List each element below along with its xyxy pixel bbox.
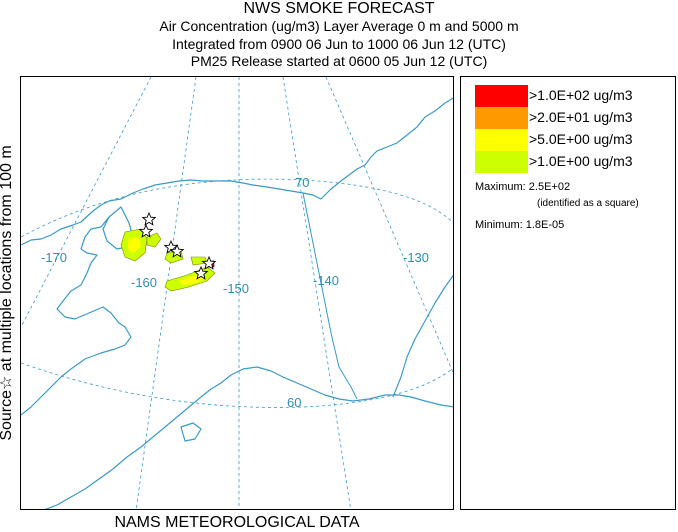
canada-border (302, 192, 358, 400)
lon-label-140: -140 (313, 273, 339, 288)
concentration-subtitle: Air Concentration (ug/m3) Layer Average … (159, 18, 519, 34)
kodiak-island (180, 422, 202, 442)
maximum-label: Maximum: 2.5E+02 (475, 181, 571, 193)
map-panel: -170 -160 -150 -140 -130 70 60 (20, 76, 454, 510)
legend-label: >1.0E+00 ug/m3 (529, 153, 633, 169)
western-coast (21, 216, 132, 416)
legend-item: >5.0E+00 ug/m3 (475, 129, 675, 151)
integration-period: Integrated from 0900 06 Jun to 1000 06 J… (172, 36, 506, 52)
legend-label: >1.0E+02 ug/m3 (529, 87, 633, 103)
release-start: PM25 Release started at 0600 05 Jun 12 (… (190, 53, 488, 69)
lon-label-130: -130 (403, 250, 429, 265)
met-data-label: NAMS METEOROLOGICAL DATA (114, 514, 360, 531)
maximum-note: (identified as a square) (537, 198, 639, 209)
legend-swatch (475, 129, 528, 151)
canada-coast (392, 274, 453, 398)
legend-label: >5.0E+00 ug/m3 (529, 131, 633, 147)
minimum-label: Minimum: 1.8E-05 (475, 219, 565, 231)
lon-label-150: -150 (223, 281, 249, 296)
source-side-label: Source☆ at multiple locations from 100 m (0, 145, 15, 441)
alaska-coast (21, 97, 453, 246)
star-icon (169, 243, 185, 258)
forecast-title: NWS SMOKE FORECAST (243, 0, 435, 17)
lon-label-160: -160 (131, 275, 157, 290)
source-stars (138, 211, 217, 280)
star-icon (193, 265, 209, 280)
plume-b (146, 232, 162, 248)
lon-170-line (21, 77, 152, 328)
lon-140-line (282, 77, 352, 509)
lon-130-line (325, 77, 453, 374)
southern-coast (44, 366, 453, 509)
star-icon (141, 211, 157, 226)
lat-label-60: 60 (287, 395, 301, 410)
lon-label-170: -170 (41, 250, 67, 265)
legend-swatch (475, 107, 528, 129)
lat-label-70: 70 (295, 175, 309, 190)
smoke-plumes (120, 228, 216, 292)
legend-label: >2.0E+01 ug/m3 (529, 109, 633, 125)
latitude-gridlines (21, 178, 453, 408)
legend-swatch (475, 151, 528, 173)
lat-70-line (21, 178, 453, 238)
lon-160-line (135, 77, 197, 509)
coastlines (21, 97, 453, 509)
star-icon (138, 223, 154, 238)
side-label-container: Source☆ at multiple locations from 100 m (0, 76, 20, 510)
plume-a-core (127, 237, 141, 253)
alaska-map: -170 -160 -150 -140 -130 70 60 (21, 77, 453, 509)
legend-item: >1.0E+00 ug/m3 (475, 151, 675, 173)
legend-swatch (475, 85, 528, 107)
seward-peninsula (102, 206, 134, 250)
legend-item: >1.0E+02 ug/m3 (475, 85, 675, 107)
legend-panel: >1.0E+02 ug/m3 >2.0E+01 ug/m3 >5.0E+00 u… (460, 76, 676, 510)
legend-item: >2.0E+01 ug/m3 (475, 107, 675, 129)
lat-60-line (21, 362, 453, 408)
star-icon (201, 255, 217, 270)
longitude-gridlines (21, 77, 453, 509)
